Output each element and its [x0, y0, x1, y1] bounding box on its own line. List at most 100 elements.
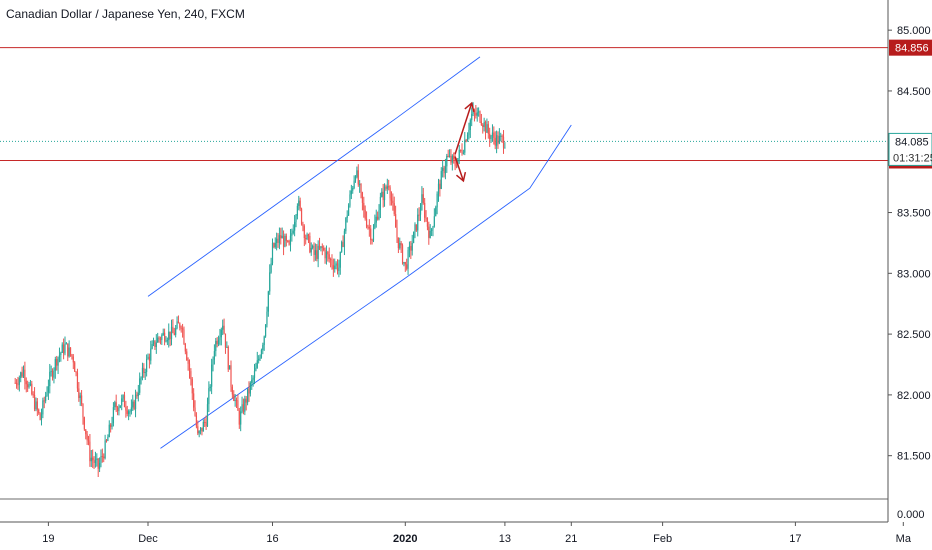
candle-body	[64, 343, 66, 354]
candle-body	[318, 245, 321, 249]
candle-body	[36, 401, 38, 410]
candle-body	[85, 429, 87, 435]
candle-body	[289, 235, 292, 245]
candle-body	[310, 247, 312, 253]
candle-body	[247, 388, 249, 403]
candle-body	[360, 184, 362, 193]
candle-body	[417, 214, 419, 231]
candle-body	[96, 458, 98, 460]
candle-body	[453, 155, 455, 160]
candle-body	[296, 205, 298, 216]
candle-body	[63, 344, 65, 354]
candle-body	[345, 217, 347, 232]
candle-body	[317, 245, 319, 259]
candle-body	[45, 395, 47, 402]
arrow-down-line	[454, 156, 465, 182]
candle-body	[312, 245, 314, 248]
candle-body	[439, 183, 441, 189]
candle-body	[75, 371, 77, 373]
price-tick-label: 82.500	[897, 329, 931, 341]
candle-body	[251, 379, 253, 383]
candle-body	[67, 343, 69, 357]
candle-body	[235, 400, 238, 402]
candle-body	[183, 329, 185, 345]
candle-body	[216, 340, 218, 345]
candle-body	[375, 216, 377, 223]
candle-body	[123, 395, 126, 408]
candle-body	[83, 417, 85, 430]
candle-body	[294, 221, 296, 231]
current-price-label: 84.085	[895, 136, 929, 148]
candle-body	[33, 394, 36, 410]
candle-body	[87, 440, 90, 442]
candle-body	[400, 243, 402, 246]
candle-body	[276, 238, 278, 243]
candle-body	[28, 384, 30, 388]
candle-body	[119, 405, 121, 408]
bottom-scale-label: 0.000	[897, 509, 925, 521]
candle-body	[334, 265, 336, 270]
candle-body	[197, 426, 199, 434]
candle-body	[328, 254, 330, 260]
candle-body	[448, 155, 451, 157]
countdown-label: 01:31:25	[893, 152, 932, 164]
candle-body	[121, 398, 123, 406]
candle-body	[316, 250, 318, 259]
candle-body	[341, 242, 343, 252]
candle-body	[491, 132, 494, 136]
candle-body	[78, 388, 80, 399]
candle-body	[129, 411, 131, 413]
candle-body	[111, 423, 113, 427]
candle-body	[152, 340, 155, 344]
candle-body	[374, 222, 376, 229]
candle-body	[422, 194, 424, 203]
candle-body	[365, 218, 368, 227]
candle-body	[169, 331, 171, 339]
candle-body	[298, 200, 300, 206]
candle-body	[57, 357, 59, 366]
candle-body	[498, 135, 500, 144]
candle-body	[92, 457, 94, 461]
arrow-up-line	[454, 102, 473, 155]
candle-body	[455, 165, 458, 167]
candle-body	[411, 242, 413, 251]
candle-body	[302, 224, 304, 227]
candle-body	[504, 147, 506, 149]
time-tick-label: Feb	[653, 533, 672, 545]
candle-body	[309, 236, 311, 253]
candle-body	[303, 226, 305, 239]
candle-body	[378, 209, 380, 220]
candle-body	[349, 194, 351, 206]
price-tick-label: 82.000	[897, 390, 931, 402]
candle-body	[168, 331, 170, 341]
candle-body	[367, 226, 369, 228]
candle-body	[291, 233, 293, 236]
candle-body	[338, 267, 340, 272]
candle-body	[82, 403, 84, 418]
candle-body	[71, 354, 73, 357]
candle-body	[68, 347, 70, 357]
candle-body	[280, 235, 282, 239]
candle-body	[53, 370, 55, 378]
candle-body	[112, 407, 115, 424]
candle-body	[176, 321, 178, 329]
candle-body	[299, 200, 301, 209]
candle-body	[260, 350, 263, 358]
candle-body	[354, 176, 357, 181]
candle-body	[363, 202, 365, 210]
candle-body	[179, 323, 181, 328]
candle-body	[457, 158, 459, 167]
candle-body	[21, 372, 23, 377]
candle-body	[300, 208, 303, 225]
candle-body	[327, 252, 329, 255]
candle-body	[38, 409, 40, 413]
candle-body	[285, 235, 287, 241]
candle-body	[486, 124, 488, 133]
time-tick-label: Ma	[896, 533, 912, 545]
candle-body	[259, 357, 261, 359]
candle-body	[175, 328, 177, 335]
candle-body	[396, 227, 398, 238]
candle-body	[188, 363, 191, 372]
candle-body	[230, 365, 232, 387]
